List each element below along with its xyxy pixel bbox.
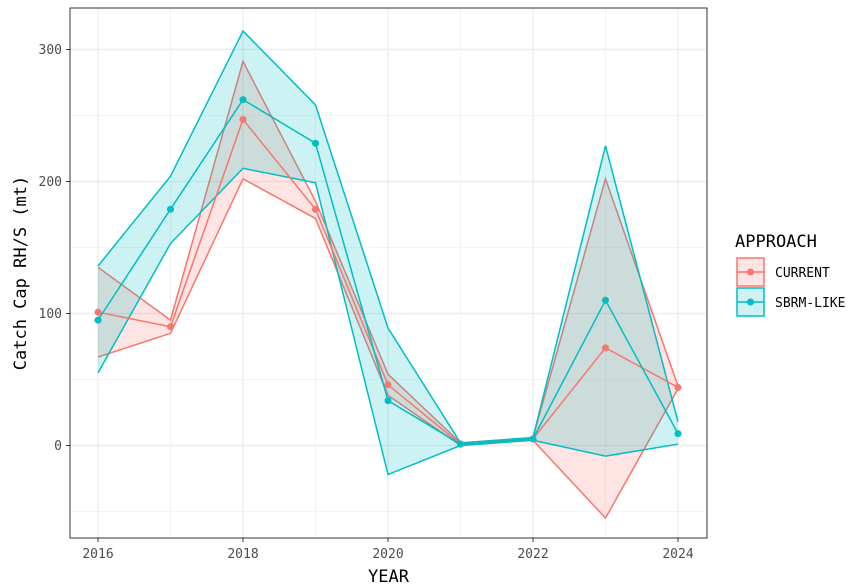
series-points	[94, 96, 682, 448]
point-sbrm-like	[94, 316, 102, 324]
legend-items: CURRENT SBRM-LIKE	[736, 257, 845, 317]
confidence-ribbons	[97, 29, 679, 520]
ribbon-sbrm-like	[98, 31, 678, 475]
y-tick-label: 100	[39, 307, 62, 322]
y-tick-label: 0	[54, 439, 62, 454]
point-sbrm-like	[239, 96, 247, 104]
legend-title: APPROACH	[735, 232, 817, 252]
x-tick-label: 2018	[227, 547, 258, 562]
x-tick-label: 2020	[372, 547, 403, 562]
ribbon-lower-current	[97, 177, 679, 520]
point-current	[239, 115, 247, 123]
point-sbrm-like	[312, 139, 319, 147]
point-current	[674, 383, 682, 391]
y-tick-label: 200	[39, 175, 62, 190]
legend-label-current: CURRENT	[775, 266, 830, 281]
point-sbrm-like	[457, 440, 464, 448]
x-tick-label: 2022	[517, 547, 548, 562]
point-sbrm-like	[529, 435, 537, 443]
legend-item-sbrm-like: SBRM-LIKE	[736, 287, 845, 317]
x-tick-labels: 2016 2018 2020 2022 2024	[82, 547, 693, 562]
point-sbrm-like	[602, 296, 609, 304]
point-current	[94, 308, 102, 316]
legend-point-sbrm-like	[747, 298, 754, 306]
y-tick-label: 300	[39, 43, 62, 58]
y-tick-labels: 0 100 200 300	[39, 43, 62, 454]
point-current	[312, 205, 319, 213]
major-gridlines	[70, 8, 707, 538]
point-current	[384, 381, 392, 389]
x-tick-label: 2024	[662, 547, 693, 562]
ribbon-current	[98, 61, 678, 519]
x-tick-label: 2016	[82, 547, 113, 562]
point-current	[167, 323, 174, 331]
point-sbrm-like	[167, 205, 174, 213]
ribbon-upper-current	[97, 59, 679, 444]
point-sbrm-like	[384, 397, 392, 405]
point-current	[602, 344, 609, 352]
legend-item-current: CURRENT	[736, 257, 830, 287]
x-axis-title: YEAR	[368, 567, 410, 587]
y-axis-title: Catch Cap RH/S (mt)	[11, 176, 31, 370]
point-sbrm-like	[674, 430, 682, 438]
ribbon-lower-sbrm-like	[97, 167, 679, 476]
ribbon-upper-sbrm-like	[97, 29, 679, 444]
legend-label-sbrm-like: SBRM-LIKE	[775, 296, 845, 311]
axis-ticks	[66, 49, 679, 542]
legend-point-current	[747, 268, 754, 276]
legend: APPROACH CURRENT SBRM-LIKE	[735, 232, 845, 317]
